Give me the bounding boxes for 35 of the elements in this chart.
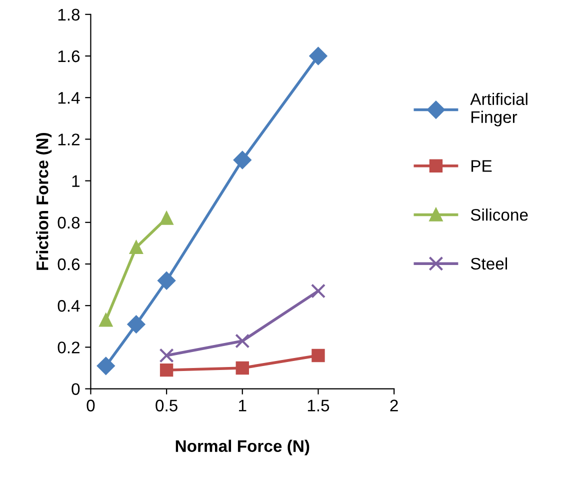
point <box>158 272 176 290</box>
y-tick-label: 0 <box>72 383 80 396</box>
y-tick-label: 1 <box>72 175 80 187</box>
point <box>235 334 250 348</box>
legend-label: Silicone <box>470 208 528 221</box>
point <box>130 240 143 254</box>
x-tick-label: 0.5 <box>156 400 178 412</box>
point <box>309 47 328 65</box>
point <box>127 315 146 334</box>
x-tick-label: 1 <box>239 400 246 412</box>
y-axis-title: Friction Force (N) <box>36 132 52 270</box>
y-tick-label: 0.8 <box>58 216 80 229</box>
point <box>236 361 249 375</box>
y-tick-label: 1.8 <box>58 8 80 21</box>
y-tick-label: 1.4 <box>58 92 80 104</box>
x-tick-label: 0 <box>86 400 95 412</box>
legend-label: PE <box>472 160 492 172</box>
y-tick-label: 1.6 <box>58 50 80 62</box>
y-tick-label: 0.2 <box>58 342 80 354</box>
y-tick-label: 1.2 <box>58 134 80 146</box>
y-tick-label: 0.4 <box>58 300 80 312</box>
point <box>312 348 325 362</box>
point <box>233 151 252 169</box>
x-tick-label: 1.5 <box>308 400 330 412</box>
x-axis-title: Normal Force (N) <box>176 440 310 456</box>
legend-label: Artificial Finger <box>470 92 528 126</box>
legend-label: Steel <box>470 257 508 270</box>
point <box>99 314 112 327</box>
point <box>310 284 326 298</box>
y-tick-label: 0.6 <box>58 258 80 270</box>
point <box>96 357 115 375</box>
x-tick-label: 2 <box>390 400 398 412</box>
point <box>159 348 174 363</box>
point <box>160 212 174 225</box>
point <box>160 363 174 377</box>
